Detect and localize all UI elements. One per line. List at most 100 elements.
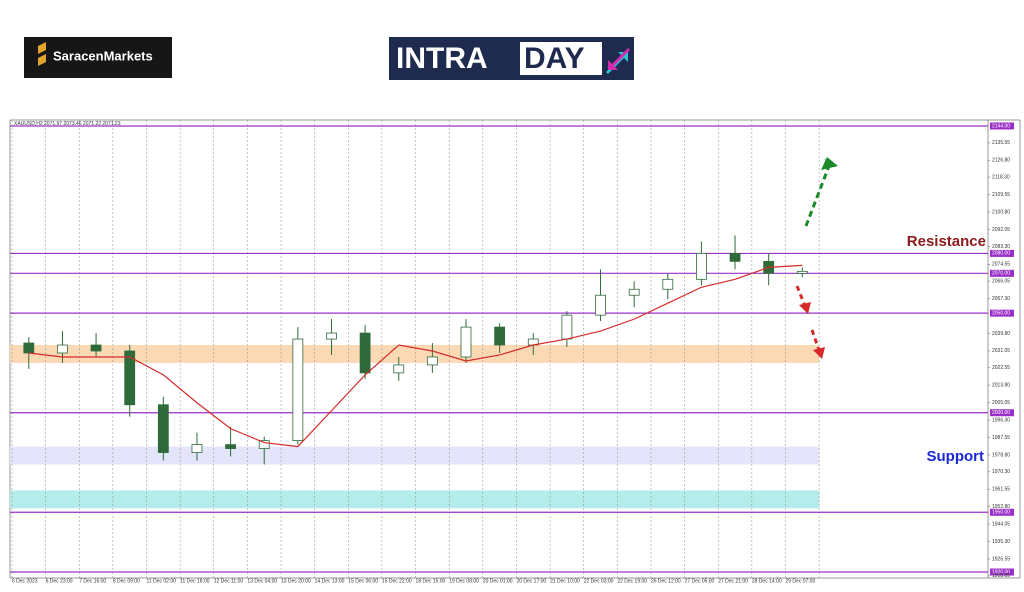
down-arrow-1 (795, 285, 807, 307)
x-tick-label: 22 Dec 19:00 (617, 578, 647, 584)
brand-name: SaracenMarkets (53, 48, 153, 63)
x-tick-label: 8 Dec 09:00 (113, 578, 140, 584)
banner-right: DAY (524, 42, 585, 75)
banner-day-box (520, 42, 602, 75)
x-tick-label: 22 Dec 03:00 (584, 578, 614, 584)
x-tick-label: 20 Dec 17:00 (516, 578, 546, 584)
y-tick-label: 1961.55 (992, 487, 1010, 493)
candle-body (628, 288, 640, 296)
x-tick-label: 13 Dec 04:00 (247, 578, 277, 584)
level-label-box (990, 508, 1014, 516)
candle-body (326, 332, 337, 340)
level-label: 2080.00 (992, 251, 1010, 257)
y-tick-label: 2005.05 (992, 400, 1010, 406)
level-label: 2050.00 (992, 310, 1010, 316)
level-label-box (990, 122, 1014, 130)
up-arrow-head (821, 157, 838, 170)
chart-title: XAUUSD,H2 2071.97 2073.46 2071.22 2071.2… (14, 121, 121, 127)
level-label: 1950.00 (992, 510, 1010, 516)
candle-body (595, 294, 606, 316)
y-tick-label: 1918.05 (992, 573, 1010, 579)
down-arrow-2-head (813, 347, 825, 359)
y-tick-label: 2118.30 (992, 174, 1010, 180)
y-tick-label: 2039.80 (992, 331, 1010, 337)
x-tick-label: 28 Dec 14:00 (752, 578, 782, 584)
marks (23, 235, 808, 465)
candle-body (23, 342, 35, 354)
x-tick-label: 26 Dec 12:00 (651, 578, 681, 584)
x-tick-label: 11 Dec 18:00 (180, 578, 210, 584)
y-tick-label: 2013.80 (992, 383, 1010, 389)
x-tick-label: 20 Dec 01:00 (483, 578, 513, 584)
candle-body (359, 332, 371, 374)
x-tick-label: 12 Dec 11:00 (214, 578, 244, 584)
level-label-box (990, 309, 1014, 317)
y-tick-label: 1944.05 (992, 521, 1010, 527)
level-label: 2144.00 (992, 123, 1010, 129)
level-label-box (990, 249, 1014, 257)
candle-body (258, 440, 270, 449)
x-tick-label: 21 Dec 10:00 (550, 578, 580, 584)
banner-arrow-down (608, 48, 630, 70)
x-tick-label: 27 Dec 21:00 (718, 578, 748, 584)
candle-body (494, 326, 506, 346)
y-tick-label: 2083.30 (992, 244, 1010, 250)
y-tick-label: 2074.55 (992, 262, 1010, 268)
y-tick-label: 1987.55 (992, 435, 1010, 441)
y-tick-label: 2022.55 (992, 365, 1010, 371)
zone (10, 345, 820, 363)
level-label-box (990, 269, 1014, 277)
candle-body (460, 326, 472, 358)
candle-body (426, 356, 438, 366)
x-tick-label: 13 Dec 20:00 (281, 578, 311, 584)
y-tick-label: 1935.30 (992, 539, 1010, 545)
y-tick-label: 2057.30 (992, 296, 1010, 302)
zones (10, 345, 820, 509)
candle-body (393, 364, 405, 374)
annotation-support: Support (927, 448, 985, 465)
candle-body (191, 444, 203, 453)
level-label-box (990, 409, 1014, 417)
brand-icon (38, 42, 46, 66)
x-tick-label: 7 Dec 16:00 (79, 578, 106, 584)
y-tick-label: 1996.30 (992, 417, 1010, 423)
x-tick-label: 15 Dec 06:00 (348, 578, 378, 584)
grid (11, 120, 820, 578)
level-label: 1920.00 (992, 569, 1010, 575)
y-tick-label: 2109.55 (992, 192, 1010, 198)
y-tick-label: 2135.55 (992, 140, 1010, 146)
y-tick-label: 1970.30 (992, 469, 1010, 475)
x-tick-label: 18 Dec 15:00 (416, 578, 446, 584)
x-tick-label: 6 Dec 23:00 (46, 578, 73, 584)
candle-body (124, 350, 136, 406)
y-tick-label: 2092.05 (992, 227, 1010, 233)
x-tick-label: 15 Dec 22:00 (382, 578, 412, 584)
axis: 6 Dec 2023 6 Dec 23:00 7 Dec 16:00 8 Dec 09… (12, 140, 1010, 584)
candle-body (90, 344, 102, 352)
x-tick-label: 11 Dec 02:00 (147, 578, 177, 584)
candle-body (729, 253, 741, 262)
level-label: 2000.00 (992, 410, 1010, 416)
candle-body (292, 338, 304, 442)
x-tick-label: 19 Dec 08:00 (449, 578, 479, 584)
brand-box (24, 37, 172, 78)
banner-left: INTRA (396, 42, 488, 75)
down-arrow-1-head (799, 302, 811, 314)
candle-body (561, 314, 573, 340)
candle-body (696, 253, 707, 280)
candle-body (796, 270, 808, 274)
candle-body (662, 278, 674, 290)
x-tick-label: 27 Dec 05:00 (685, 578, 715, 584)
y-tick-label: 2126.80 (992, 158, 1010, 164)
level-label-box (990, 568, 1014, 576)
y-tick-label: 2031.05 (992, 348, 1010, 354)
y-tick-label: 1926.55 (992, 556, 1010, 562)
y-tick-label: 2100.80 (992, 209, 1010, 215)
x-tick-label: 14 Dec 13:00 (315, 578, 345, 584)
candle-body (225, 444, 236, 449)
down-arrow-2 (810, 329, 821, 351)
x-tick-label: 29 Dec 07:00 (785, 578, 815, 584)
zone (10, 446, 820, 465)
level-label: 2070.00 (992, 271, 1010, 277)
y-tick-label: 1952.80 (992, 504, 1010, 510)
